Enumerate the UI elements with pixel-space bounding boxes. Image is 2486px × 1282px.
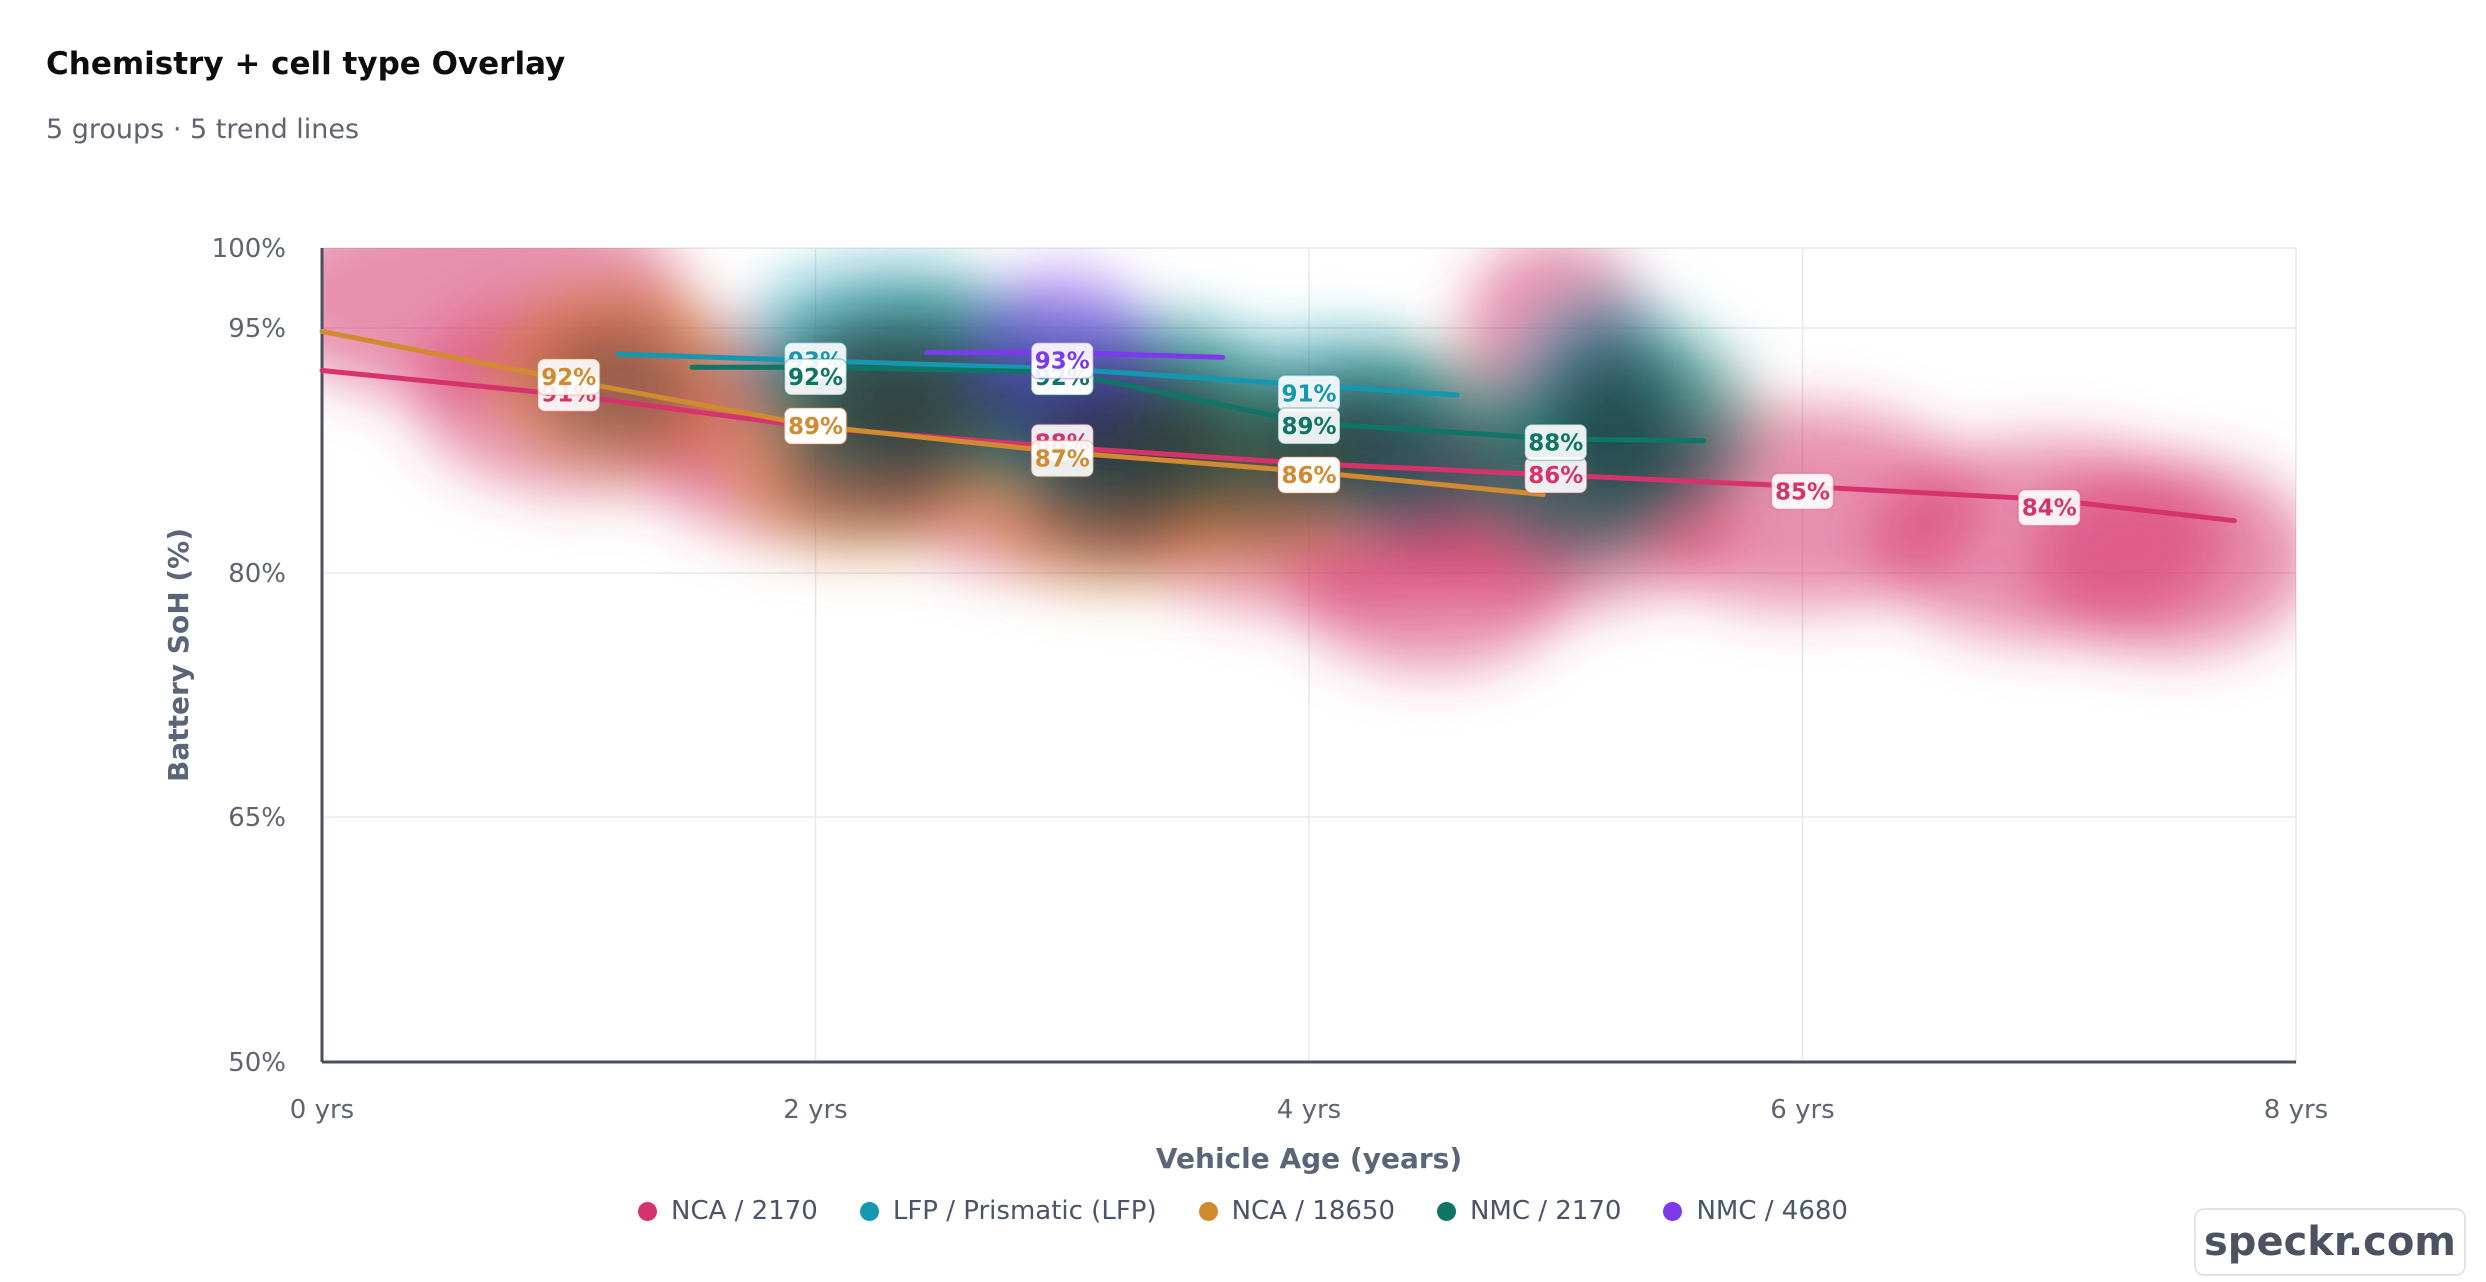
density-blob [2028,460,2296,653]
legend-label: LFP / Prismatic (LFP) [892,1196,1157,1226]
svg-text:86%: 86% [1281,463,1336,489]
density-core [1319,392,1496,513]
svg-text:85%: 85% [1775,479,1830,505]
svg-text:89%: 89% [1281,414,1336,440]
x-tick-label: 0 yrs [290,1095,354,1125]
svg-text:88%: 88% [1528,430,1583,456]
x-axis-title: Vehicle Age (years) [1156,1142,1462,1175]
legend-item[interactable]: NMC / 2170 [1436,1196,1622,1226]
legend-swatch [1436,1201,1456,1221]
data-label: 85% [1770,472,1835,511]
legend-label: NCA / 18650 [1231,1196,1395,1226]
svg-text:91%: 91% [1281,381,1336,407]
page-subtitle: 5 groups · 5 trend lines [46,114,360,145]
legend-item[interactable]: NMC / 4680 [1663,1196,1848,1226]
legend-swatch [1198,1201,1218,1221]
x-tick-label: 4 yrs [1277,1095,1341,1125]
data-label: 86% [1524,456,1588,494]
data-label: 84% [2017,488,2081,527]
legend-swatch [638,1201,657,1221]
legend-item[interactable]: NCA / 18650 [1198,1196,1395,1226]
data-label: 93% [1030,341,1094,380]
page-title: Chemistry + cell type Overlay [46,46,566,82]
y-tick-label: 50% [228,1048,286,1078]
legend-swatch [1663,1201,1683,1221]
legend-label: NCA / 2170 [671,1196,818,1226]
svg-text:87%: 87% [1035,447,1090,473]
trend-line-2 [319,328,1546,498]
y-axis-title: Battery SoH (%) [162,528,195,782]
density-core [1588,376,1721,496]
data-label: 86% [1277,456,1341,494]
axes: 50% 65% 80% 95% 100% 0 yrs 2 yrs 4 yrs 6 yrs 8 yr… [212,234,2329,1125]
svg-text:92%: 92% [541,365,596,391]
x-tick-label: 2 yrs [783,1095,847,1125]
data-label: 88% [1524,423,1588,462]
y-tick-label: 100% [212,234,286,264]
data-label: 92% [783,358,848,396]
data-label: 91% [1277,374,1341,413]
svg-text:89%: 89% [788,414,843,440]
data-label: 92% [537,358,601,396]
x-tick-label: 6 yrs [1770,1095,1834,1125]
y-tick-label: 95% [228,314,286,344]
data-label: 89% [1277,407,1341,445]
watermark-logo: speckr.com [2194,1208,2466,1276]
y-tick-label: 65% [228,803,286,833]
svg-text:92%: 92% [788,365,843,391]
data-label: 89% [783,407,848,445]
legend-swatch [859,1201,879,1221]
chart-legend: NCA / 2170 LFP / Prismatic (LFP) NCA / 186… [0,1196,2486,1226]
legend-label: NMC / 4680 [1696,1196,1848,1226]
legend-label: NMC / 2170 [1469,1196,1622,1226]
data-label: 87% [1030,439,1094,478]
data-labels: 91%89%88%86%86%85%84%93%92%91%92%89%87%8… [537,341,2081,527]
svg-text:86%: 86% [1528,463,1583,489]
x-tick-label: 8 yrs [2264,1095,2328,1125]
legend-item[interactable]: LFP / Prismatic (LFP) [859,1196,1157,1226]
svg-text:84%: 84% [2022,496,2077,522]
legend-item[interactable]: NCA / 2170 [638,1196,818,1226]
y-tick-label: 80% [228,559,286,589]
svg-text:93%: 93% [1035,349,1090,375]
